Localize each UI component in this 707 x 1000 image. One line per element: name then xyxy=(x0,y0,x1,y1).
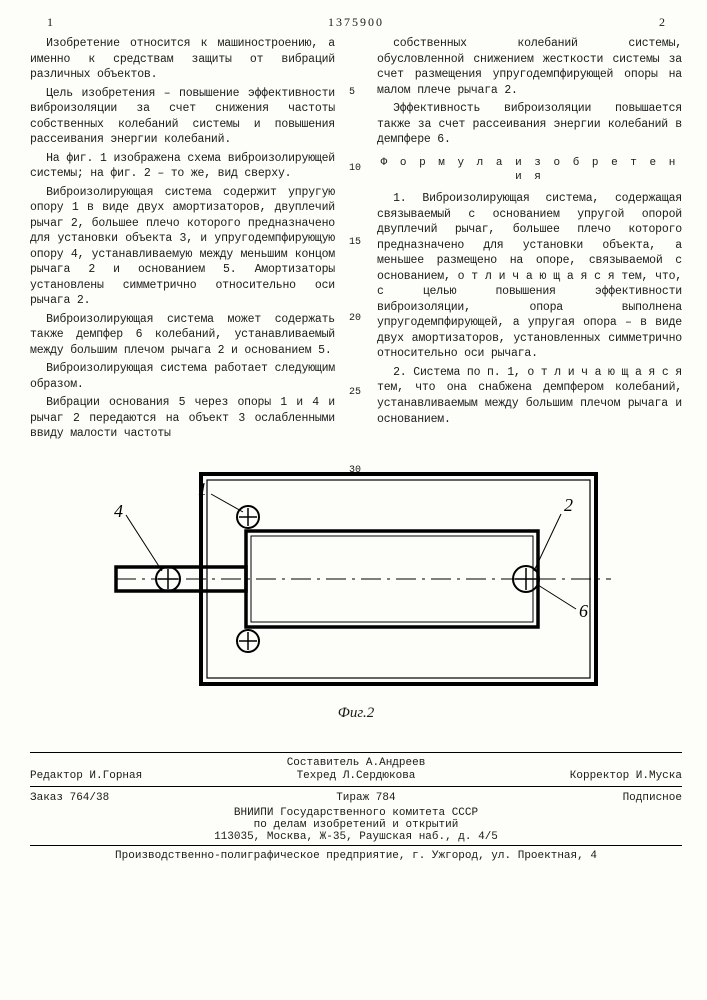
footer-circulation: Тираж 784 xyxy=(336,791,395,806)
footer-corrector: Корректор И.Муска xyxy=(570,769,682,784)
figure-label-6: 6 xyxy=(579,601,588,621)
figure-label-2: 2 xyxy=(564,495,573,515)
figure-label-1: 1 xyxy=(198,479,207,499)
line-num-10: 10 xyxy=(349,164,361,174)
line-num-20: 20 xyxy=(349,314,361,324)
footer-order: Заказ 764/38 xyxy=(30,791,109,806)
col-2-number: 2 xyxy=(642,15,682,30)
claims-title: Ф о р м у л а и з о б р е т е н и я xyxy=(377,156,682,186)
document-number: 1375900 xyxy=(70,15,642,30)
footer-compiler: Составитель А.Андреев xyxy=(30,757,682,769)
line-num-30: 30 xyxy=(349,466,361,476)
text-columns: Изобретение относится к машиностроению, … xyxy=(30,36,682,445)
left-p1: Изобретение относится к машиностроению, … xyxy=(30,36,335,83)
footer-tech: Техред Л.Сердюкова xyxy=(297,769,416,784)
claim-2: 2. Система по п. 1, о т л и ч а ю щ а я … xyxy=(377,365,682,427)
footer-org-1: ВНИИПИ Государственного комитета СССР xyxy=(30,807,682,819)
figure-label-4: 4 xyxy=(114,501,123,521)
figure-2-svg: 4 1 2 6 xyxy=(96,459,616,699)
footer-org-2: по делам изобретений и открытий xyxy=(30,819,682,831)
line-num-15: 15 xyxy=(349,238,361,248)
left-p3: На фиг. 1 изображена схема виброизолирую… xyxy=(30,151,335,182)
line-num-25: 25 xyxy=(349,388,361,398)
footer-address: 113035, Москва, Ж-35, Раушская наб., д. … xyxy=(30,831,682,843)
left-p7: Вибрации основания 5 через опоры 1 и 4 и… xyxy=(30,395,335,442)
footer-block: Составитель А.Андреев Редактор И.Горная … xyxy=(30,752,682,862)
claim-1: 1. Виброизолирующая система, содержащая … xyxy=(377,191,682,362)
right-p2: Эффективность виброизоляции повышается т… xyxy=(377,101,682,148)
gutter-line-numbers: 5 10 15 20 25 30 xyxy=(349,36,363,445)
figure-2: 4 1 2 6 Фиг.2 xyxy=(96,459,616,722)
page-header: 1 1375900 2 xyxy=(30,15,682,30)
footer-subscription: Подписное xyxy=(623,791,682,806)
figure-2-caption: Фиг.2 xyxy=(96,705,616,722)
footer-editor: Редактор И.Горная xyxy=(30,769,142,784)
footer-printer: Производственно-полиграфическое предприя… xyxy=(30,850,682,862)
left-p2: Цель изобретения – повышение эффективнос… xyxy=(30,86,335,148)
left-p5: Виброизолирующая система может содержать… xyxy=(30,312,335,359)
right-p1: собственных колебаний системы, обусловле… xyxy=(377,36,682,98)
left-column: Изобретение относится к машиностроению, … xyxy=(30,36,335,445)
left-p4: Виброизолирующая система содержит упругу… xyxy=(30,185,335,309)
line-num-5: 5 xyxy=(349,88,355,98)
right-column: собственных колебаний системы, обусловле… xyxy=(377,36,682,445)
col-1-number: 1 xyxy=(30,15,70,30)
left-p6: Виброизолирующая система работает следую… xyxy=(30,361,335,392)
